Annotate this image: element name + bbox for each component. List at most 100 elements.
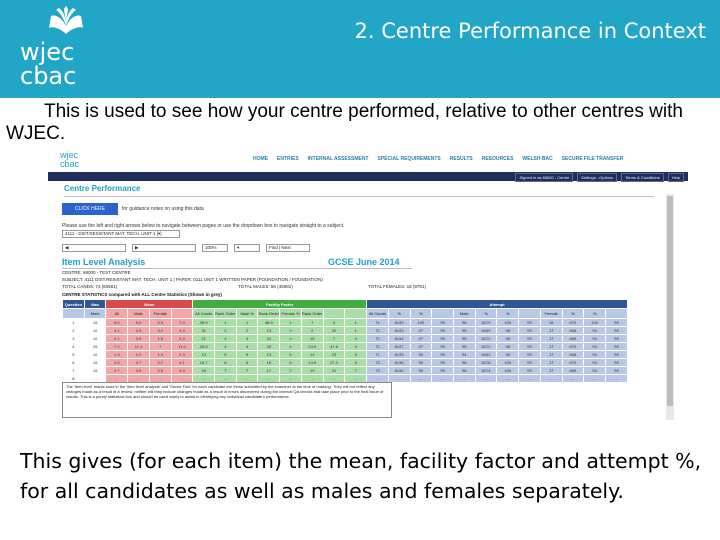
table-cell: 5 — [322, 318, 346, 327]
table-group-4: Attempt — [366, 299, 628, 309]
table-cell: 99 — [431, 342, 454, 351]
table-column-12 — [322, 308, 346, 319]
subject-select[interactable]: 4111 - DIST.RESISTANT MAT. TECH. UNIT 1 … — [62, 230, 180, 238]
slide-header: wjec cbac 2. Centre Performance in Conte… — [0, 0, 720, 98]
table-cell: 99 — [604, 342, 629, 351]
table-column-8: Male % — [235, 308, 259, 319]
table-cell: 23 — [322, 350, 346, 359]
table-cell: 4.1 — [170, 358, 194, 367]
portal-topbar: wjec cbac HOME ENTRIES INTERNAL ASSESSME… — [48, 150, 688, 172]
table-column-6: All Cands — [192, 308, 216, 319]
table-cell: 98 — [496, 326, 520, 335]
click-here-button[interactable]: CLICK HERE — [62, 203, 118, 215]
table-column-17 — [431, 308, 454, 319]
table-cell: 99 — [604, 366, 629, 375]
series-title: GCSE June 2014 — [328, 257, 400, 267]
table-cell: 99 — [518, 350, 541, 359]
table-cell: 18 — [192, 366, 216, 375]
table-column-14: All Cands — [366, 308, 389, 319]
table-column-20: % — [496, 308, 520, 319]
table-cell: 670 — [561, 318, 585, 327]
nav-internal-assessment[interactable]: INTERNAL ASSESSMENT — [307, 156, 369, 162]
zoom-select[interactable]: 100% — [202, 244, 228, 252]
table-cell: 7 — [300, 318, 324, 327]
table-cell: 99 — [518, 326, 541, 335]
table-cell: 13 — [192, 350, 216, 359]
table-cell: 45.9 — [192, 318, 216, 327]
table-cell: 1 — [344, 326, 368, 335]
table-cell: 99 — [409, 358, 433, 367]
export-select[interactable]: ▾ — [234, 244, 260, 252]
table-cell: 100 — [496, 318, 520, 327]
divider — [64, 196, 654, 197]
nav-home[interactable]: HOME — [253, 156, 268, 162]
table-cell: 55 — [452, 326, 476, 335]
table-cell: 21 — [192, 334, 216, 343]
portal-logo[interactable]: wjec cbac — [60, 151, 79, 169]
table-cell: 7 — [344, 366, 368, 375]
table-cell: 670 — [561, 342, 585, 351]
nav-secure-file-transfer[interactable]: SECURE FILE TRANSFER — [561, 156, 624, 162]
table-column-18: Male — [452, 308, 476, 319]
table-cell: ... — [387, 374, 411, 383]
table-cell: ... — [452, 374, 476, 383]
table-cell: 1.3 — [148, 350, 172, 359]
table-column-19: % — [474, 308, 498, 319]
scrollbar-thumb[interactable] — [667, 196, 673, 406]
table-group-2: Mean — [105, 299, 194, 309]
settings-link[interactable]: Settings - Options — [577, 173, 618, 182]
table-cell: 1 — [62, 318, 85, 327]
table-cell: 4.3 — [170, 366, 194, 375]
next-page-button[interactable]: ▶ — [132, 244, 196, 252]
table-cell: 17 — [257, 366, 281, 375]
table-cell: 2.5 — [148, 366, 172, 375]
table-row: 4 25 7.2 11.1 7 11.0 28.8 4 4 28 4 24.9 47.6 4 72 6147 9… — [62, 342, 629, 351]
table-cell: 10 — [83, 334, 107, 343]
nav-special-requirements[interactable]: SPECIAL REQUIREMENTS — [377, 156, 441, 162]
table-cell: 73 — [366, 366, 389, 375]
table-cell: 15 — [300, 334, 324, 343]
table-column-16: % — [409, 308, 433, 319]
table-cell: 17 — [539, 334, 563, 343]
table-cell: 4 — [214, 342, 237, 351]
portal-logo-wjec: wjec — [60, 150, 79, 160]
table-cell: 11.0 — [170, 342, 194, 351]
nav-results[interactable]: RESULTS — [449, 156, 473, 162]
table-cell: 3.9 — [127, 334, 150, 343]
table-cell: 6 — [344, 358, 368, 367]
table-cell: 96 — [496, 350, 520, 359]
table-cell: 669 — [561, 334, 585, 343]
table-column-header: Mark All Male Female All Cands Rank Order Male… — [62, 308, 629, 319]
table-cell: 99 — [518, 318, 541, 327]
nav-resources[interactable]: RESOURCES — [481, 156, 514, 162]
nav-entries[interactable]: ENTRIES — [277, 156, 299, 162]
table-cell: 2 — [235, 326, 259, 335]
table-cell: 72 — [366, 334, 389, 343]
portal-logo-cbac: cbac — [60, 159, 80, 169]
table-cell: 6179 — [474, 318, 498, 327]
prev-page-button[interactable]: ◀ — [62, 244, 126, 252]
help-link[interactable]: Help — [667, 173, 684, 182]
table-cell: 6169 — [474, 326, 498, 335]
table-cell: 2.1 — [105, 334, 129, 343]
portal-screenshot: wjec cbac HOME ENTRIES INTERNAL ASSESSME… — [48, 150, 688, 422]
table-cell: 73 — [366, 358, 389, 367]
table-cell: 7 — [279, 366, 302, 375]
table-cell: 97 — [409, 326, 433, 335]
table-cell: 5 — [62, 350, 85, 359]
table-cell: 100 — [583, 318, 606, 327]
table-cell: 99 — [604, 358, 629, 367]
logo-text-wjec: wjec — [20, 38, 75, 66]
table-cell: 100 — [496, 358, 520, 367]
table-cell: 7 — [322, 334, 346, 343]
table-cell: 3.9 — [170, 326, 194, 335]
scrollbar[interactable] — [666, 194, 674, 420]
book-icon — [49, 6, 83, 34]
table-column-9: Rank Order — [257, 308, 281, 319]
nav-welsh-bac[interactable]: WELSH BAC — [522, 156, 553, 162]
table-column-24: % — [583, 308, 606, 319]
signed-in-label: Signed in as 68000 - Centre — [515, 173, 574, 182]
terms-link[interactable]: Terms & Conditions — [621, 173, 664, 182]
find-field[interactable]: Find | Next — [266, 244, 310, 252]
wjec-logo: wjec cbac — [20, 6, 110, 94]
